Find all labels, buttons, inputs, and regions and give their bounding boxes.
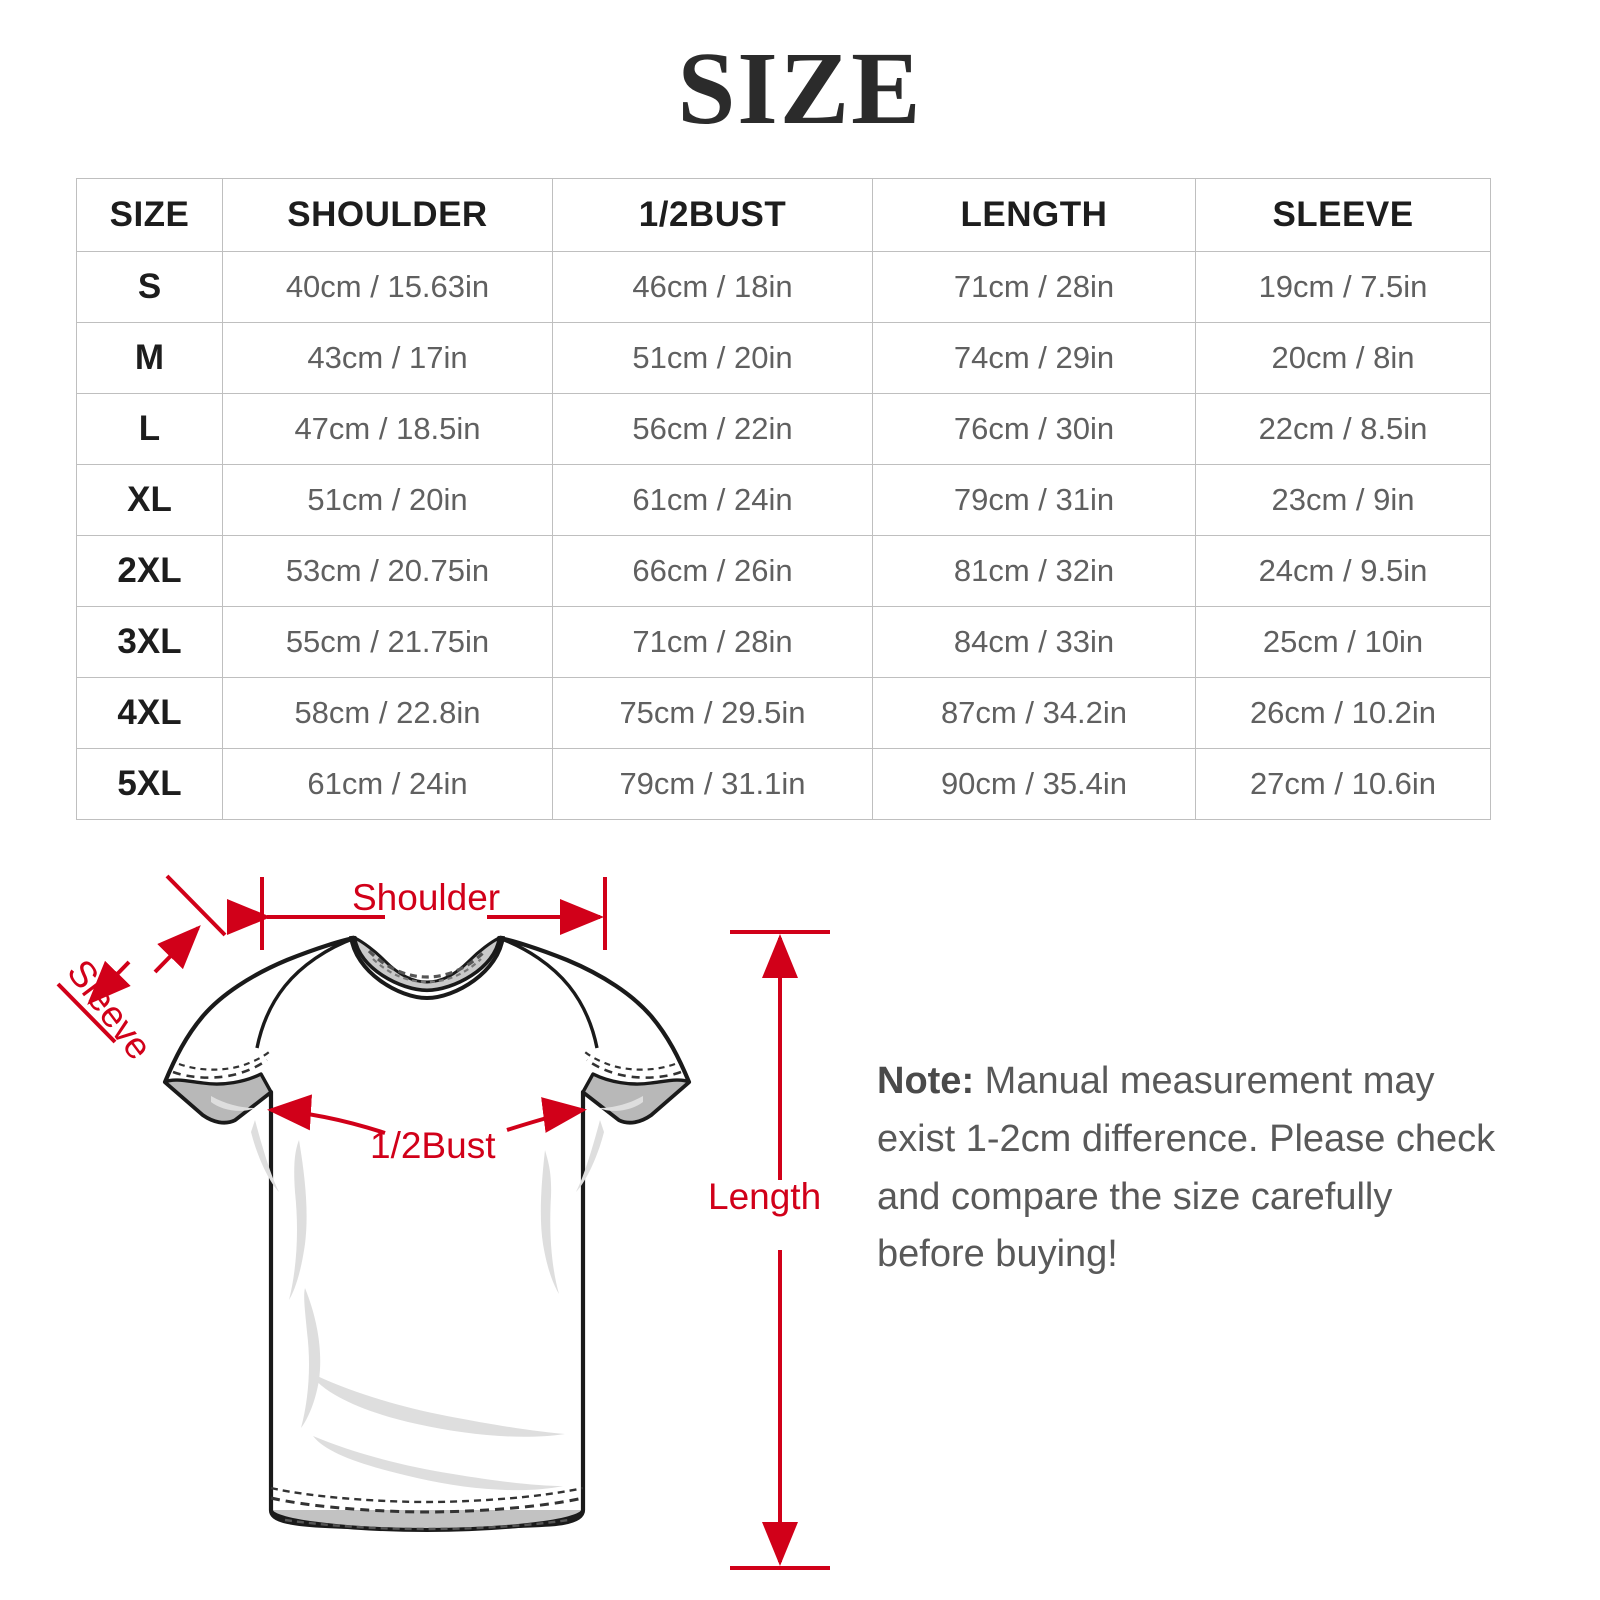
cell-shoulder: 53cm / 20.75in: [222, 535, 553, 607]
table-row: XL 51cm / 20in 61cm / 24in 79cm / 31in 2…: [76, 464, 1491, 536]
cell-size: 4XL: [76, 677, 223, 749]
cell-length: 76cm / 30in: [872, 393, 1196, 465]
cell-bust: 51cm / 20in: [552, 322, 873, 394]
cell-bust: 71cm / 28in: [552, 606, 873, 678]
cell-shoulder: 51cm / 20in: [222, 464, 553, 536]
cell-size: XL: [76, 464, 223, 536]
cell-bust: 75cm / 29.5in: [552, 677, 873, 749]
size-chart-table: SIZE SHOULDER 1/2BUST LENGTH SLEEVE S 40…: [76, 178, 1491, 820]
table-row: M 43cm / 17in 51cm / 20in 74cm / 29in 20…: [76, 322, 1491, 394]
cell-shoulder: 61cm / 24in: [222, 748, 553, 820]
cell-sleeve: 25cm / 10in: [1195, 606, 1491, 678]
cell-sleeve: 23cm / 9in: [1195, 464, 1491, 536]
column-header-bust: 1/2BUST: [552, 178, 873, 252]
tshirt-illustration: [56, 874, 692, 1533]
column-header-shoulder: SHOULDER: [222, 178, 553, 252]
cell-shoulder: 40cm / 15.63in: [222, 251, 553, 323]
cell-length: 81cm / 32in: [872, 535, 1196, 607]
shoulder-label: Shoulder: [352, 877, 501, 918]
table-row: 2XL 53cm / 20.75in 66cm / 26in 81cm / 32…: [76, 535, 1491, 607]
cell-sleeve: 20cm / 8in: [1195, 322, 1491, 394]
measurement-diagram: [0, 820, 1600, 1600]
table-row: 3XL 55cm / 21.75in 71cm / 28in 84cm / 33…: [76, 606, 1491, 678]
note-block: Note: Manual measurement may exist 1-2cm…: [877, 1053, 1497, 1284]
cell-sleeve: 24cm / 9.5in: [1195, 535, 1491, 607]
cell-length: 71cm / 28in: [872, 251, 1196, 323]
sleeve-measure-arrow: [56, 874, 227, 1044]
cell-sleeve: 19cm / 7.5in: [1195, 251, 1491, 323]
bust-measure-arrow: [267, 1094, 587, 1135]
note-text: Manual measurement may exist 1-2cm diffe…: [877, 1060, 1496, 1276]
cell-size: 3XL: [76, 606, 223, 678]
cell-length: 84cm / 33in: [872, 606, 1196, 678]
column-header-size: SIZE: [76, 178, 223, 252]
cell-length: 79cm / 31in: [872, 464, 1196, 536]
cell-length: 90cm / 35.4in: [872, 748, 1196, 820]
table-row: 4XL 58cm / 22.8in 75cm / 29.5in 87cm / 3…: [76, 677, 1491, 749]
cell-shoulder: 43cm / 17in: [222, 322, 553, 394]
column-header-sleeve: SLEEVE: [1195, 178, 1491, 252]
bust-label: 1/2Bust: [370, 1125, 496, 1166]
tshirt-outline: [162, 935, 692, 1533]
cell-sleeve: 22cm / 8.5in: [1195, 393, 1491, 465]
table-header-row: SIZE SHOULDER 1/2BUST LENGTH SLEEVE: [76, 178, 1491, 252]
table-row: L 47cm / 18.5in 56cm / 22in 76cm / 30in …: [76, 393, 1491, 465]
cell-bust: 46cm / 18in: [552, 251, 873, 323]
cell-shoulder: 55cm / 21.75in: [222, 606, 553, 678]
cell-size: L: [76, 393, 223, 465]
cell-size: M: [76, 322, 223, 394]
cell-length: 74cm / 29in: [872, 322, 1196, 394]
cell-size: 2XL: [76, 535, 223, 607]
cell-bust: 61cm / 24in: [552, 464, 873, 536]
cell-size: 5XL: [76, 748, 223, 820]
cell-bust: 66cm / 26in: [552, 535, 873, 607]
cell-size: S: [76, 251, 223, 323]
cell-length: 87cm / 34.2in: [872, 677, 1196, 749]
cell-sleeve: 26cm / 10.2in: [1195, 677, 1491, 749]
length-measure-arrow: [730, 930, 830, 1570]
page-title: SIZE: [677, 31, 923, 146]
cell-shoulder: 58cm / 22.8in: [222, 677, 553, 749]
cell-bust: 79cm / 31.1in: [552, 748, 873, 820]
shoulder-measure-arrow: [227, 877, 607, 950]
column-header-length: LENGTH: [872, 178, 1196, 252]
cell-bust: 56cm / 22in: [552, 393, 873, 465]
note-label: Note:: [877, 1060, 975, 1102]
cell-sleeve: 27cm / 10.6in: [1195, 748, 1491, 820]
table-row: S 40cm / 15.63in 46cm / 18in 71cm / 28in…: [76, 251, 1491, 323]
table-row: 5XL 61cm / 24in 79cm / 31.1in 90cm / 35.…: [76, 748, 1491, 820]
length-label: Length: [708, 1176, 822, 1217]
cell-shoulder: 47cm / 18.5in: [222, 393, 553, 465]
